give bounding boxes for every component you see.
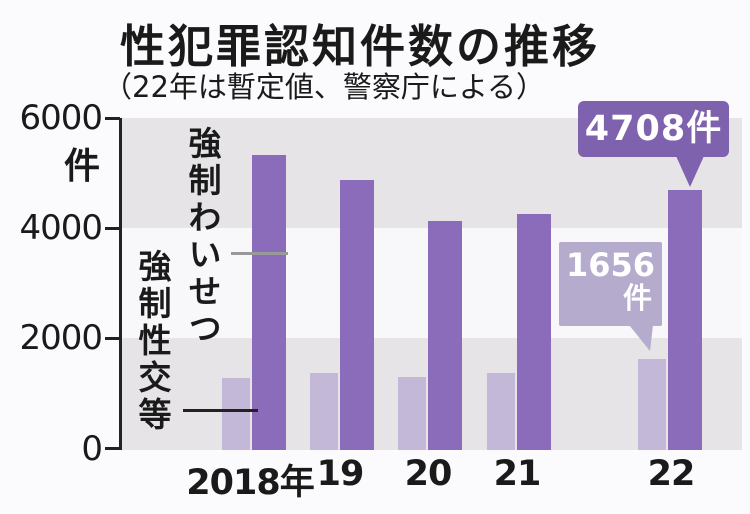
bar-dark-21 xyxy=(517,213,551,450)
bar-light-20 xyxy=(398,376,426,450)
callout-1656: 1656 件 xyxy=(559,242,662,326)
bar-light-2018年 xyxy=(222,377,250,450)
series-label-connector-dark xyxy=(231,252,288,255)
y-tick-label-2000: 2000 xyxy=(19,318,103,358)
callout-1656-value: 1656 xyxy=(565,246,656,284)
y-axis-tick-0 xyxy=(105,447,120,450)
y-axis-line xyxy=(119,118,122,450)
series-label-connector-light xyxy=(183,409,258,412)
y-tick-label-0: 0 xyxy=(81,429,103,469)
chart-subtitle: （22年は暫定値、警察庁による） xyxy=(103,70,546,104)
bar-dark-22 xyxy=(668,190,702,450)
series-label-forcible-intercourse: 強制性交等 xyxy=(133,249,172,434)
x-label-21: 21 xyxy=(493,454,542,494)
callout-4708: 4708件 xyxy=(578,101,729,157)
callout-1656-pointer xyxy=(629,325,653,351)
series-label-forcible-indecency: 強制わいせつ xyxy=(183,126,222,348)
x-label-19: 19 xyxy=(316,454,365,494)
y-axis-tick-2000 xyxy=(105,337,120,340)
bar-dark-2018年 xyxy=(252,155,286,450)
bar-light-22 xyxy=(638,358,666,450)
chart-title: 性犯罪認知件数の推移 xyxy=(120,20,601,73)
x-label-20: 20 xyxy=(404,454,453,494)
x-label-22: 22 xyxy=(647,454,696,494)
y-axis-tick-6000 xyxy=(105,117,120,120)
y-axis-unit-label: 件 xyxy=(63,146,100,187)
x-label-2018: 2018年 xyxy=(186,463,314,503)
bar-dark-20 xyxy=(428,220,462,450)
y-tick-label-6000: 6000 xyxy=(19,98,103,138)
y-axis-tick-4000 xyxy=(105,227,120,230)
bar-dark-19 xyxy=(340,179,374,450)
callout-4708-pointer xyxy=(676,156,704,187)
callout-1656-unit: 件 xyxy=(622,281,652,315)
y-tick-label-4000: 4000 xyxy=(19,208,103,248)
bar-light-19 xyxy=(310,372,338,450)
bar-light-21 xyxy=(487,373,515,450)
